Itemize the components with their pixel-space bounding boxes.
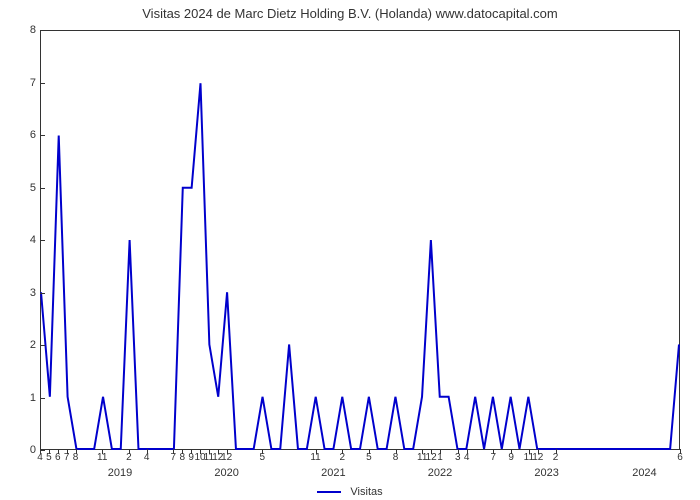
x-tick-mark	[129, 449, 130, 454]
y-tick-label: 8	[6, 24, 36, 36]
y-tick-mark	[40, 135, 45, 136]
y-tick-label: 6	[6, 129, 36, 141]
plot-area	[40, 30, 680, 450]
x-tick-mark	[147, 449, 148, 454]
x-tick-mark	[227, 449, 228, 454]
x-tick-mark	[422, 449, 423, 454]
chart-container: Visitas 2024 de Marc Dietz Holding B.V. …	[0, 0, 700, 500]
y-tick-label: 1	[6, 392, 36, 404]
y-tick-mark	[40, 345, 45, 346]
y-tick-mark	[40, 83, 45, 84]
y-tick-label: 0	[6, 444, 36, 456]
x-tick-mark	[40, 449, 41, 454]
legend-swatch	[317, 491, 341, 493]
legend: Visitas	[0, 486, 700, 498]
x-year-label: 2023	[534, 467, 558, 479]
x-tick-mark	[538, 449, 539, 454]
x-tick-mark	[467, 449, 468, 454]
x-tick-mark	[49, 449, 50, 454]
x-tick-mark	[680, 449, 681, 454]
x-tick-mark	[209, 449, 210, 454]
x-tick-mark	[173, 449, 174, 454]
x-year-label: 2021	[321, 467, 345, 479]
x-tick-mark	[369, 449, 370, 454]
x-tick-mark	[182, 449, 183, 454]
x-tick-mark	[102, 449, 103, 454]
x-year-label: 2020	[214, 467, 238, 479]
x-tick-mark	[200, 449, 201, 454]
y-tick-mark	[40, 240, 45, 241]
y-tick-mark	[40, 293, 45, 294]
x-year-label: 2019	[108, 467, 132, 479]
x-tick-mark	[76, 449, 77, 454]
x-tick-mark	[458, 449, 459, 454]
x-tick-mark	[191, 449, 192, 454]
x-tick-mark	[67, 449, 68, 454]
x-tick-mark	[58, 449, 59, 454]
x-tick-mark	[396, 449, 397, 454]
x-tick-mark	[529, 449, 530, 454]
x-tick-mark	[493, 449, 494, 454]
y-tick-mark	[40, 30, 45, 31]
y-tick-label: 2	[6, 339, 36, 351]
x-tick-mark	[511, 449, 512, 454]
y-tick-label: 7	[6, 77, 36, 89]
y-tick-label: 4	[6, 234, 36, 246]
x-tick-mark	[316, 449, 317, 454]
y-tick-mark	[40, 398, 45, 399]
x-tick-mark	[342, 449, 343, 454]
legend-label: Visitas	[350, 486, 382, 498]
x-tick-mark	[431, 449, 432, 454]
x-tick-mark	[218, 449, 219, 454]
x-year-label: 2024	[632, 467, 656, 479]
x-tick-mark	[262, 449, 263, 454]
y-tick-label: 3	[6, 287, 36, 299]
chart-title: Visitas 2024 de Marc Dietz Holding B.V. …	[0, 6, 700, 21]
x-tick-mark	[556, 449, 557, 454]
y-tick-mark	[40, 188, 45, 189]
x-tick-mark	[440, 449, 441, 454]
x-year-label: 2022	[428, 467, 452, 479]
line-series	[41, 31, 679, 449]
y-tick-label: 5	[6, 182, 36, 194]
